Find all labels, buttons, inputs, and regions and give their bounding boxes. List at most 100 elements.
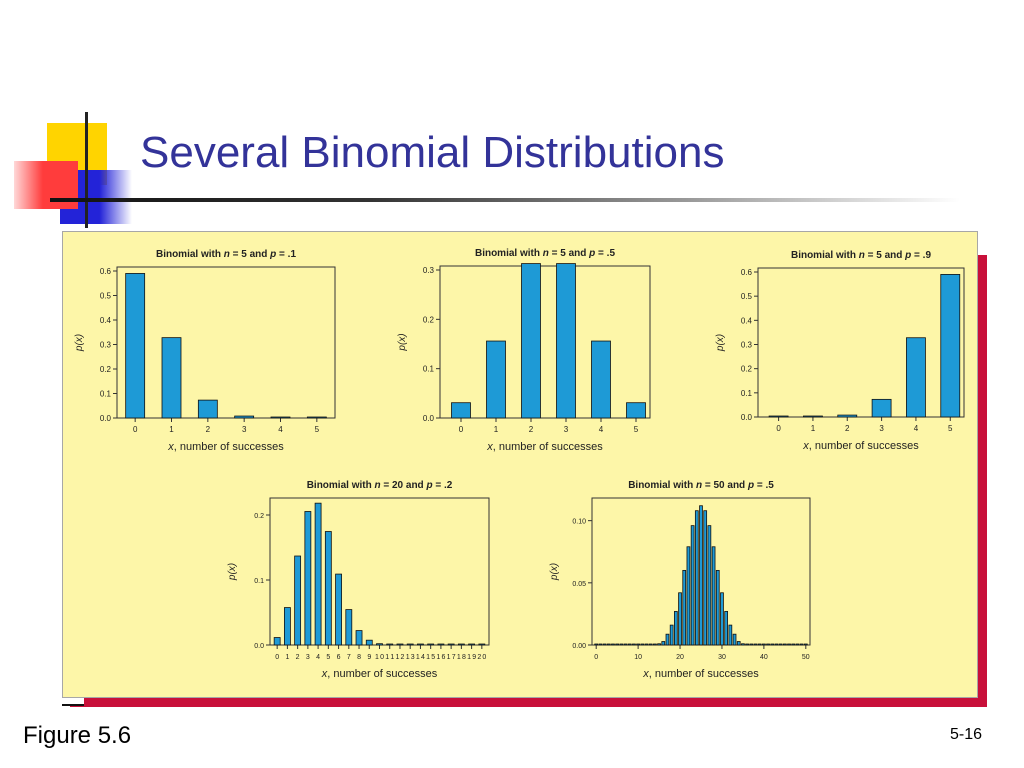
x-tick-label: 4 xyxy=(278,425,283,434)
x-tick-label: 13 xyxy=(406,654,415,661)
figure-panel-notch xyxy=(62,698,84,706)
bar xyxy=(757,643,762,646)
chart-title: Binomial with n = 5 and p = .5 xyxy=(475,248,615,259)
x-axis-label-var: x xyxy=(486,441,493,453)
y-tick-label: 0.1 xyxy=(254,578,264,585)
chart-title: Binomial with n = 5 and p = .1 xyxy=(156,249,296,260)
bar xyxy=(306,416,327,419)
chart-title: Binomial with n = 20 and p = .2 xyxy=(307,480,453,491)
plot-frame xyxy=(116,266,336,419)
x-tick-label: 12 xyxy=(395,654,404,661)
x-axis-label-var: x xyxy=(642,668,649,680)
x-tick-label: 1 xyxy=(285,654,289,661)
bar xyxy=(294,555,302,646)
bar xyxy=(762,643,766,646)
chart-title-part: = 5 and xyxy=(230,249,270,260)
decor-vertical-line xyxy=(85,112,88,228)
chart-title: Binomial with n = 50 and p = .5 xyxy=(628,480,774,491)
bar xyxy=(627,643,632,646)
y-tick-label: 0.6 xyxy=(741,268,753,277)
bar xyxy=(682,569,687,646)
bar xyxy=(678,592,682,646)
bar xyxy=(745,643,749,646)
bar xyxy=(715,569,720,646)
title-underline xyxy=(50,198,960,202)
x-tick-label: 14 xyxy=(416,654,425,661)
bar xyxy=(707,525,712,646)
y-tick-label: 0.0 xyxy=(100,414,112,423)
chart-title: Binomial with n = 5 and p = .9 xyxy=(791,250,931,261)
bar xyxy=(594,643,599,646)
plot-frame xyxy=(269,497,490,646)
bar xyxy=(648,643,653,646)
bar xyxy=(782,643,787,646)
bar xyxy=(427,643,435,646)
x-tick-label: 2 xyxy=(845,424,850,433)
x-tick-label: 18 xyxy=(457,654,466,661)
chart-3: Binomial with n = 5 and p = .9 0.0 0.1 0.2 0… xyxy=(715,250,965,452)
y-tick-label: 0.3 xyxy=(100,341,112,350)
y-tick-label: 0.2 xyxy=(741,365,753,374)
bar xyxy=(521,263,541,419)
bar xyxy=(753,643,758,646)
x-tick-label: 2 xyxy=(296,654,300,661)
x-tick-label: 11 xyxy=(385,654,394,661)
y-tick-label: 0.2 xyxy=(423,315,435,324)
x-tick-label: 5 xyxy=(326,654,330,661)
bar xyxy=(644,643,649,646)
bar xyxy=(732,633,737,646)
bar xyxy=(234,415,255,419)
x-axis-label-rest: , number of successes xyxy=(649,668,760,680)
x-tick-label: 10 xyxy=(375,654,384,661)
x-axis-label-var: x xyxy=(802,440,809,452)
y-axis-label: p(x) xyxy=(549,563,560,581)
bar xyxy=(623,643,628,646)
x-axis-label-var: x xyxy=(321,668,328,680)
figure-panel xyxy=(62,231,978,698)
bar xyxy=(736,641,741,646)
bar xyxy=(803,415,823,418)
y-tick-label: 0.4 xyxy=(741,316,753,325)
y-tick-label: 0.0 xyxy=(423,414,435,423)
bar xyxy=(694,510,699,646)
bar xyxy=(270,416,291,419)
bar xyxy=(611,643,615,646)
x-tick-label: 10 xyxy=(634,654,642,661)
bar xyxy=(335,573,342,646)
bar xyxy=(591,340,611,419)
x-axis-label-rest: , number of successes xyxy=(174,441,285,453)
x-tick-label: 0 xyxy=(776,424,781,433)
bar xyxy=(437,643,445,646)
chart-title-part: = .9 xyxy=(911,250,931,261)
bar xyxy=(778,643,783,646)
bar xyxy=(606,643,611,646)
x-tick-label: 1 xyxy=(494,425,499,434)
chart-title-part: Binomial with xyxy=(156,249,224,260)
x-tick-label: 15 xyxy=(426,654,435,661)
bar xyxy=(661,641,666,646)
y-tick-label: 0.6 xyxy=(100,267,112,276)
chart-title-part: = .1 xyxy=(276,249,296,260)
bar xyxy=(556,263,576,419)
bar xyxy=(690,525,695,646)
bar xyxy=(451,402,471,419)
bar xyxy=(871,398,892,418)
bar xyxy=(304,511,312,646)
figure-label: Figure 5.6 xyxy=(23,722,132,749)
x-tick-label: 1 xyxy=(169,425,174,434)
bar xyxy=(447,643,455,646)
bar xyxy=(703,510,708,646)
bar xyxy=(197,399,218,419)
bar xyxy=(283,607,291,646)
bar xyxy=(406,643,414,646)
bar xyxy=(669,624,674,646)
bar xyxy=(673,611,678,646)
bar xyxy=(273,637,281,646)
chart-title-part: n xyxy=(543,248,549,259)
bar xyxy=(795,643,800,646)
x-tick-label: 4 xyxy=(914,424,919,433)
charts-canvas: Binomial with n = 5 and p = .1 0.0 0.1 0.2 0… xyxy=(74,248,965,680)
bar xyxy=(486,340,506,419)
x-tick-label: 30 xyxy=(718,654,726,661)
x-tick-label: 0 xyxy=(275,654,279,661)
